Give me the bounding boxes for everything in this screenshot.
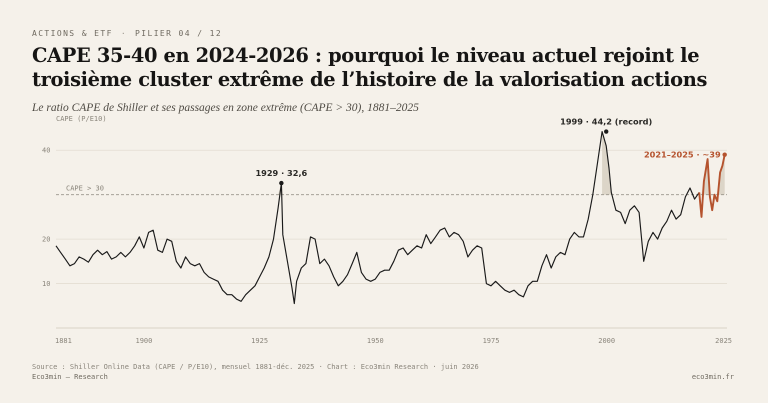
x-tick-label: 2025 (715, 337, 732, 345)
kicker-separator: · (120, 29, 128, 38)
annotation-1999: 1999 · 44,2 (record) (560, 117, 652, 127)
fill-cluster-2021 (699, 154, 725, 195)
kicker: ACTIONS & ETF · PILIER 04 / 12 (32, 29, 222, 38)
x-tick-label: 1881 (55, 337, 72, 345)
source-note: Source : Shiller Online Data (CAPE / P/E… (32, 363, 479, 371)
fill-cluster-1999 (602, 131, 612, 195)
grid-layer (56, 149, 727, 329)
y-tick-label: 10 (42, 280, 50, 288)
annotation-2021-2025: 2021–2025 · ~39 (644, 150, 721, 160)
annotation-1929: 1929 · 32,6 (255, 168, 307, 178)
kicker-section: ACTIONS & ETF (32, 29, 113, 38)
brand-right: eco3min.fr (691, 373, 734, 381)
annotation-dot-1929 (279, 180, 284, 186)
x-tick-label: 1950 (367, 337, 384, 345)
x-tick-label: 1925 (251, 337, 268, 345)
series-line-2021-2025 (698, 154, 726, 218)
x-tick-label: 1975 (483, 337, 500, 345)
chart-subtitle: Le ratio CAPE de Shiller et ses passages… (32, 102, 419, 114)
kicker-pillar: PILIER 04 / 12 (135, 29, 223, 38)
series-line-historical (55, 131, 700, 305)
annotation-layer: 1929 · 32,6 1999 · 44,2 (record) 2021–2025… (255, 117, 727, 186)
y-tick-label: 20 (42, 236, 50, 244)
x-tick-label: 1900 (135, 337, 152, 345)
tick-layer: 10 20 40 1881 1900 1925 1950 1975 2000 2025 (42, 147, 732, 345)
y-tick-label: 40 (42, 147, 50, 155)
page-title: CAPE 35-40 en 2024-2026 : pourquoi le ni… (32, 44, 708, 91)
annotation-dot-2025 (722, 152, 727, 157)
x-tick-label: 2000 (598, 337, 615, 345)
annotation-dot-1999 (604, 129, 609, 134)
threshold-label: CAPE > 30 (66, 185, 104, 193)
y-axis-label: CAPE (P/E10) (56, 115, 107, 123)
brand-left: Eco3min — Research (32, 373, 108, 381)
